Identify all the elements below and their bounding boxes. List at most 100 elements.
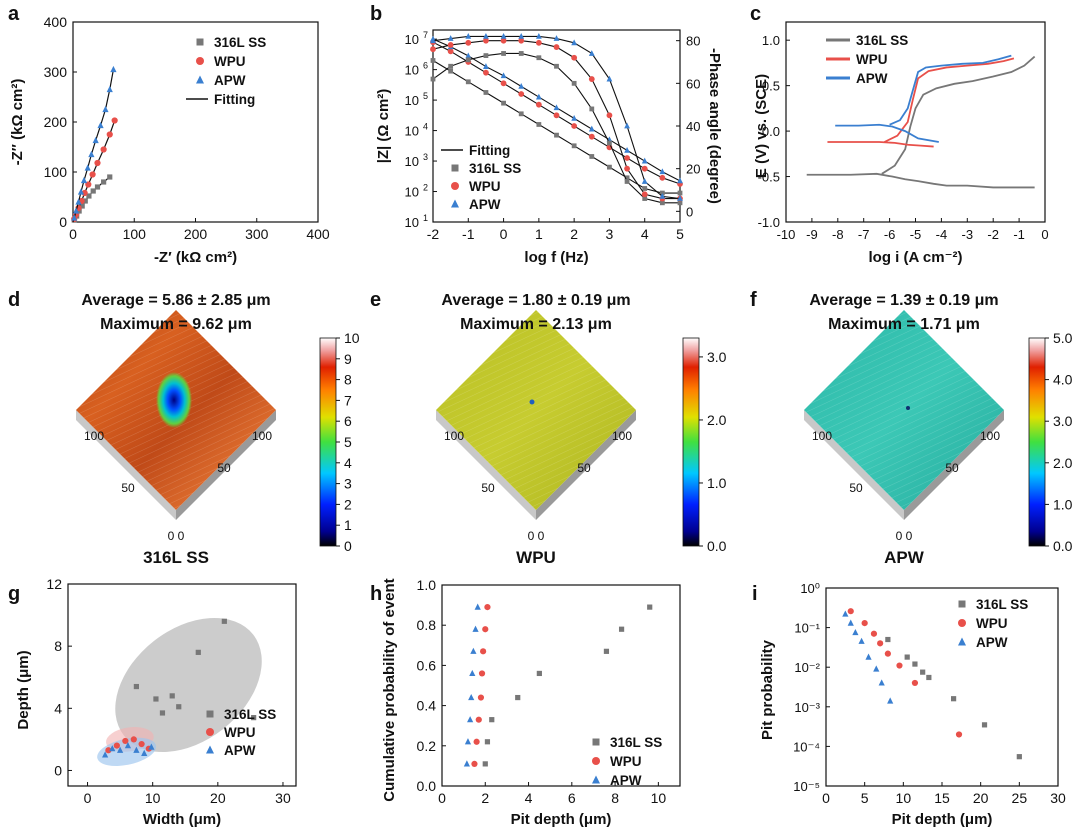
panel-b-point <box>571 114 578 121</box>
panel-a-legend-marker <box>196 75 204 84</box>
panel-d-colorbar-label: 7 <box>344 392 352 408</box>
panel-b-point <box>501 100 506 106</box>
panel-h-legend-marker <box>592 757 600 765</box>
panel-e-base-right <box>536 410 636 520</box>
panel-b-point <box>465 52 472 59</box>
panel-a-xtick-label: 400 <box>306 226 330 242</box>
panel-e-average: Average = 1.80 ± 0.19 μm <box>441 292 630 309</box>
panel-label-f: f <box>750 289 757 311</box>
panel-b-xtick-label: 5 <box>676 226 684 242</box>
panel-i-legend-marker <box>958 600 966 608</box>
panel-f-pit <box>906 406 910 410</box>
panel-a-legend-marker <box>196 57 204 65</box>
panel-d-colorbar-label: 4 <box>344 455 352 471</box>
panel-h-xlabel: Pit depth (μm) <box>511 811 612 828</box>
panel-f-maximum: Maximum = 1.71 μm <box>828 316 980 333</box>
panel-b-ytick-exponent: 2 <box>423 183 428 193</box>
panel-c-xlabel: log i (A cm⁻²) <box>868 249 962 266</box>
panel-b-point <box>659 168 666 175</box>
panel-b-y2tick-label: 80 <box>686 34 700 49</box>
panel-h-point <box>470 647 477 654</box>
panel-a-point <box>82 198 88 204</box>
panel-i-ytick-label: 10⁻³ <box>794 700 820 715</box>
panel-g-frame <box>67 583 297 787</box>
panel-a-point <box>77 188 85 195</box>
panel-h-ylabel: Cumulative probability of event <box>381 578 398 801</box>
panel-a-point <box>97 121 104 129</box>
panel-b-point <box>535 93 542 100</box>
panel-c-xtick-label: -10 <box>777 227 796 242</box>
panel-a-point <box>79 203 85 209</box>
panel-h-point <box>536 670 542 677</box>
panel-b-xtick-label: 4 <box>641 226 649 242</box>
panel-h-point <box>473 738 480 745</box>
panel-c-ytick-label: 0.0 <box>762 124 780 139</box>
panel-d-axis-tick: 50 <box>217 461 231 475</box>
panel-f-axis-tick: 50 <box>945 461 959 475</box>
panel-i-ytick-label: 10⁻⁵ <box>793 779 820 794</box>
panel-i-point <box>852 628 859 636</box>
panel-a-point <box>86 193 92 199</box>
panel-b-legend-marker <box>451 199 459 208</box>
panel-b-y2tick-label: 60 <box>686 76 700 91</box>
panel-a-xtick-label: 200 <box>184 226 208 242</box>
panel-c-ylabel: E (V) vs. (SCE) <box>753 74 770 178</box>
panel-b-point <box>500 37 507 44</box>
panel-d-colorbar-label: 3 <box>344 476 352 492</box>
panel-b-legend-label: APW <box>469 197 501 212</box>
panel-i-frame <box>825 587 1059 787</box>
panel-b-y2label: -Phase angle (degree) <box>706 48 723 204</box>
panel-b-point <box>465 33 472 39</box>
panel-d-sample-label: 316L SS <box>143 548 209 567</box>
panel-i-point <box>873 665 880 672</box>
panel-i-point <box>884 650 891 657</box>
panel-f-colorbar-label: 3.0 <box>1053 413 1073 429</box>
panel-b-point <box>641 165 648 172</box>
panel-g-xtick-label: 0 <box>84 790 92 806</box>
panel-b-legend-label: Fitting <box>469 143 510 158</box>
panel-b-ytick-label: 10 <box>405 185 419 200</box>
panel-b-point <box>553 104 560 111</box>
panel-a-legend-label: APW <box>214 73 246 88</box>
panel-b-point <box>641 178 648 184</box>
panel-i-point <box>861 619 868 627</box>
panel-b-point <box>554 63 559 69</box>
panel-b-point <box>448 63 454 69</box>
panel-a-ylabel: -Z″ (kΩ cm²) <box>9 79 26 166</box>
panel-d-average: Average = 5.86 ± 2.85 μm <box>81 292 270 309</box>
panel-i-point <box>1016 754 1022 760</box>
panel-i-legend-marker <box>958 619 966 627</box>
panel-a-ytick-label: 400 <box>44 14 68 30</box>
panel-b-point <box>518 111 524 117</box>
panel-g-point <box>122 737 129 745</box>
panel-b-point <box>641 157 648 164</box>
panel-g-point <box>148 743 155 750</box>
panel-a-ytick-label: 0 <box>59 214 67 230</box>
panel-a-point <box>106 131 113 138</box>
panel-a-point <box>92 136 99 144</box>
panel-a-point <box>107 174 113 180</box>
panel-i-point <box>911 679 919 687</box>
panel-h-xtick-label: 6 <box>568 790 576 806</box>
panel-h-point <box>468 693 475 701</box>
panel-f-colorbar-label: 5.0 <box>1053 330 1073 346</box>
panel-d-base-left <box>76 410 176 520</box>
panel-h-point <box>484 739 491 745</box>
panel-h-point <box>464 738 472 745</box>
panel-i-xlabel: Pit depth (μm) <box>892 811 993 828</box>
panel-b-point <box>553 112 560 119</box>
panel-b-point <box>448 68 454 74</box>
panel-e-axis-tick: 100 <box>444 429 464 443</box>
panel-b-ytick-label: 10 <box>405 215 419 230</box>
panel-h-point <box>471 760 478 767</box>
panel-h-legend-label: WPU <box>610 754 642 769</box>
panel-c-frame <box>785 21 1046 223</box>
panel-g-xlabel: Width (μm) <box>143 811 221 828</box>
panel-a-point <box>102 105 109 113</box>
panel-g-legend-marker <box>206 728 214 736</box>
panel-a-point <box>111 117 118 124</box>
panel-h-point <box>467 716 474 723</box>
panel-label-e: e <box>370 289 381 311</box>
panel-c-ytick-label: -1.0 <box>758 215 780 230</box>
